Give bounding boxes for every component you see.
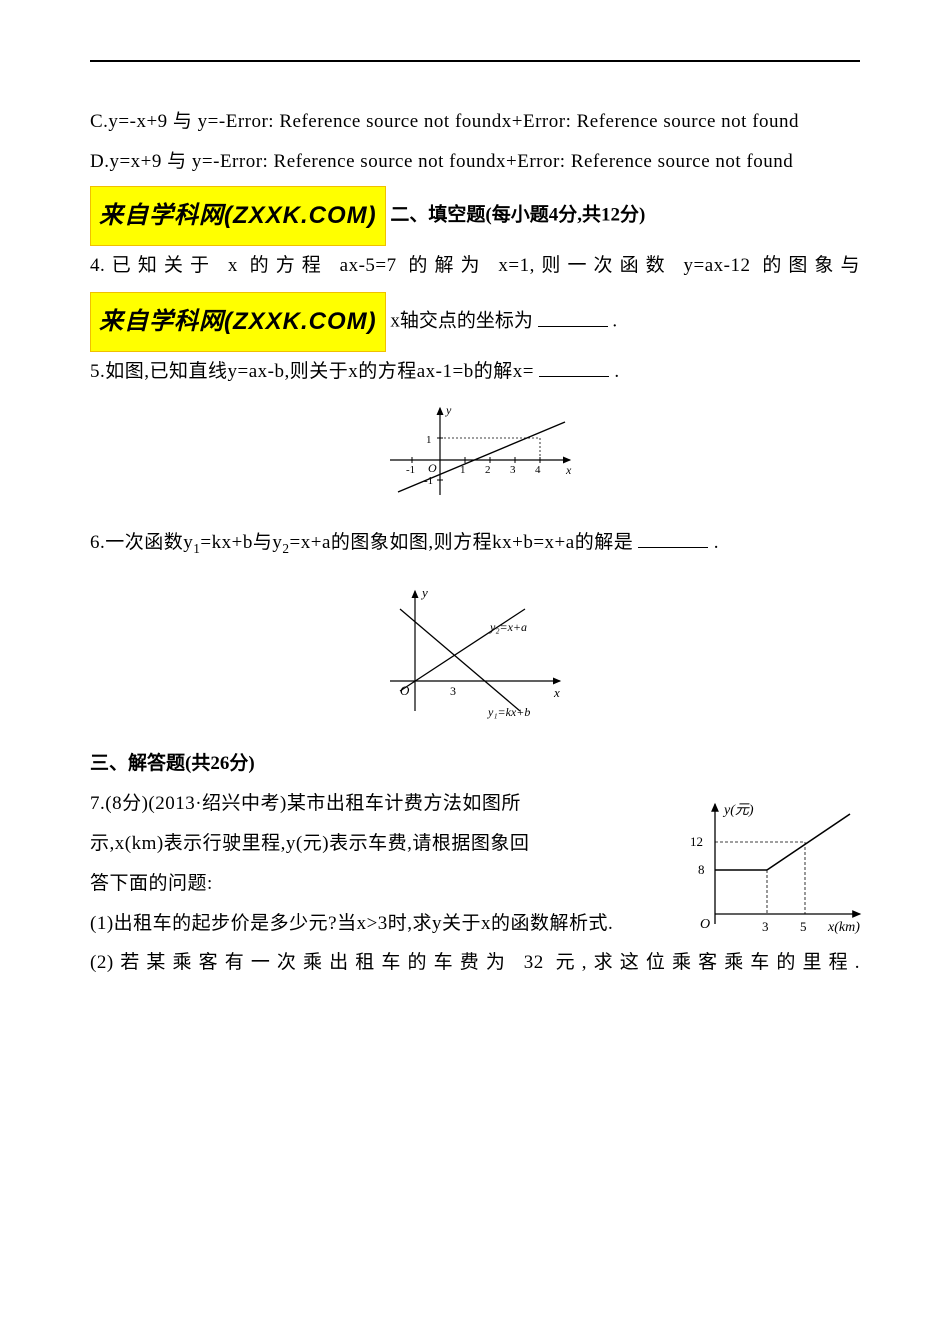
q6-xlabel: x (553, 685, 560, 700)
q5-graph-container: O x y -1 1 2 3 4 1 -1 (90, 400, 860, 515)
q5-tick-2: 2 (485, 464, 491, 476)
watermark-badge-1: 来自学科网(ZXXK.COM) (90, 186, 386, 246)
q6-line: 6.一次函数y1=kx+b与y2=x+a的图象如图,则方程kx+b=x+a的解是… (90, 523, 860, 563)
q6-blank (638, 529, 708, 548)
q7-xtick-3: 3 (762, 919, 769, 934)
q5-tick-3: 3 (510, 464, 516, 476)
q6-graph: O x y 3 y₂=x+a y₁=kx+b (370, 581, 580, 721)
q5-tick-neg1: -1 (406, 464, 415, 476)
section3-heading: 三、解答题(共26分) (90, 744, 860, 784)
q6-sub2: 2 (282, 541, 289, 556)
q5-xlabel: x (565, 463, 572, 477)
option-d-text: D.y=x+9 与 y=-Error: Reference source not… (90, 151, 793, 172)
q6-mid2: =x+a的图象如图,则方程kx+b=x+a的解是 (290, 532, 634, 553)
q6-tick-3: 3 (450, 684, 456, 698)
q7-xlabel: x(km) (827, 920, 860, 935)
q4-line1: 4.已知关于 x 的方程 ax-5=7 的解为 x=1,则一次函数 y=ax-1… (90, 246, 860, 286)
q5-ylabel: y (445, 403, 452, 417)
top-divider (90, 60, 860, 62)
q6-line2-label: y₁=kx+b (487, 705, 530, 719)
q5-text: 5.如图,已知直线y=ax-b,则关于x的方程ax-1=b的解x= (90, 361, 534, 382)
q6-mid1: =kx+b与y (200, 532, 282, 553)
q6-pre: 6.一次函数y (90, 532, 193, 553)
section2-row: 来自学科网(ZXXK.COM) 二、填空题(每小题4分,共12分) (90, 186, 860, 246)
option-c-text: C.y=-x+9 与 y=-Error: Reference source no… (90, 111, 799, 132)
q6-graph-container: O x y 3 y₂=x+a y₁=kx+b (90, 581, 860, 736)
q7-container: O y(元) x(km) 12 8 3 5 7.(8分)(2013·绍兴中考)某… (90, 784, 860, 983)
q5-blank (539, 358, 609, 377)
q7-ylabel: y(元) (722, 803, 754, 818)
watermark-badge-2: 来自学科网(ZXXK.COM) (90, 292, 386, 352)
q4-text-part1: 4.已知关于 x 的方程 ax-5=7 的解为 x=1,则一次函数 y=ax-1… (90, 255, 860, 276)
q7-graph-container: O y(元) x(km) 12 8 3 5 (680, 794, 870, 954)
q6-period: . (714, 532, 719, 553)
q5-origin: O (428, 461, 437, 475)
q5-period: . (614, 361, 619, 382)
q5-ytick-1: 1 (426, 434, 432, 446)
q6-line1-label: y₂=x+a (489, 620, 527, 634)
option-d: D.y=x+9 与 y=-Error: Reference source not… (90, 142, 860, 182)
q7-origin: O (700, 917, 710, 932)
q7-ytick-8: 8 (698, 862, 705, 877)
q7-graph: O y(元) x(km) 12 8 3 5 (680, 794, 870, 939)
section2-heading: 二、填空题(每小题4分,共12分) (390, 204, 645, 225)
q4-line2-row: 来自学科网(ZXXK.COM) x轴交点的坐标为 . (90, 292, 860, 352)
q4-period: . (612, 311, 617, 332)
q5-line: 5.如图,已知直线y=ax-b,则关于x的方程ax-1=b的解x= . (90, 352, 860, 392)
q6-ylabel: y (420, 585, 428, 600)
q7-xtick-5: 5 (800, 919, 807, 934)
q5-graph: O x y -1 1 2 3 4 1 -1 (370, 400, 580, 500)
q4-blank (538, 308, 608, 327)
q4-suffix: x轴交点的坐标为 (390, 311, 533, 332)
q5-tick-4: 4 (535, 464, 541, 476)
q7-ytick-12: 12 (690, 834, 703, 849)
option-c: C.y=-x+9 与 y=-Error: Reference source no… (90, 102, 860, 142)
